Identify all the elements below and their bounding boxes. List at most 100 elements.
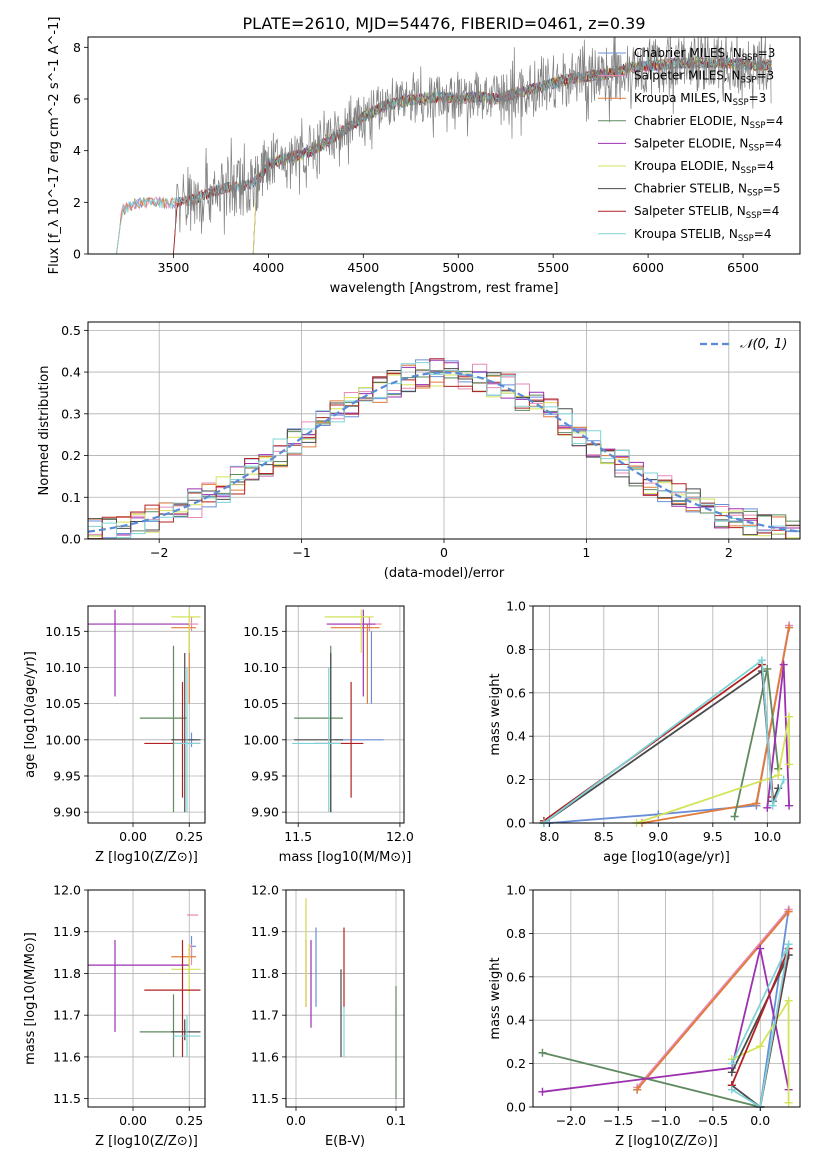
x-tick-label: 10.0	[753, 829, 781, 844]
plot-content: Chabrier MILES, NSSP=3 Salpeter MILES, NS…	[116, 37, 783, 254]
x-tick-label: 9.0	[648, 829, 668, 844]
x-tick-label: 0.00	[119, 1113, 147, 1128]
y-tick-label: 10.10	[45, 660, 81, 675]
x-tick-label: 9.5	[703, 829, 723, 844]
x-tick-label: −1.5	[603, 1113, 633, 1128]
y-tick-label: 4	[73, 143, 81, 158]
x-tick-label: −2	[150, 545, 168, 560]
y-tick-label: 11.7	[53, 1008, 81, 1023]
y-axis-label: mass [log10(M/M⊙)]	[23, 932, 38, 1065]
y-tick-label: 0.6	[506, 685, 526, 700]
x-tick-label: 0.00	[119, 829, 147, 844]
legend-label: Salpeter STELIB, NSSP=4	[634, 204, 779, 221]
weight-metallicity-panel: −2.0 −1.5 −1.0 −0.5 0.0 0.0 0.2 0.4 0.6 0.8 1.0 Z […	[488, 883, 801, 1149]
weight-marker	[779, 660, 788, 669]
y-axis-label: mass weight	[488, 957, 503, 1039]
weight-marker	[763, 803, 772, 812]
y-tick-label: 11.8	[53, 966, 81, 981]
weight-marker	[752, 799, 761, 808]
axes-frame	[285, 605, 405, 824]
x-tick-label: −0.5	[698, 1113, 728, 1128]
legend-tail: =4	[754, 227, 772, 241]
weight-marker	[784, 940, 793, 949]
y-tick-label: 6	[73, 92, 81, 107]
y-tick-label: 11.9	[53, 924, 81, 939]
y-axis-label: Flux [f_λ 10^-17 erg cm^-2 s^-1 A^-1]	[47, 17, 62, 275]
spectrum-lines	[116, 37, 772, 254]
y-axis-label: mass weight	[488, 673, 503, 755]
x-tick-label: 5500	[537, 260, 569, 275]
y-tick-label: 0.0	[61, 532, 81, 547]
x-tick-label: 5000	[442, 260, 474, 275]
legend-tail: =5	[763, 182, 781, 196]
x-tick-label: 2	[725, 545, 733, 560]
weight-marker	[756, 944, 765, 953]
legend-tail: =3	[756, 69, 774, 83]
y-tick-label: 8	[73, 40, 81, 55]
plot-content	[539, 621, 794, 827]
legend-sub: SSP	[747, 189, 763, 199]
y-tick-label: 11.8	[251, 966, 279, 981]
legend-label: 𝒩(0, 1)	[740, 337, 787, 352]
legend-tail: =4	[766, 114, 784, 128]
y-axis-label: Normed distribution	[37, 366, 52, 496]
y-tick-label: 0.4	[506, 729, 526, 744]
axes-frame	[532, 605, 801, 824]
x-tick-label: 0.25	[175, 829, 203, 844]
axes-frame	[87, 36, 801, 255]
y-tick-label: 10.00	[243, 732, 279, 747]
weight-line	[636, 716, 790, 824]
y-tick-label: 1.0	[506, 883, 526, 898]
axes-frame	[87, 605, 206, 824]
axes-frame	[285, 889, 405, 1108]
x-tick-label: 4500	[347, 260, 379, 275]
legend-tail: =4	[762, 204, 780, 218]
x-tick-label: 0.1	[386, 1113, 406, 1128]
y-tick-label: 12.0	[53, 883, 81, 898]
y-tick-label: 0.0	[506, 816, 526, 831]
y-tick-label: 2	[73, 195, 81, 210]
x-axis-label: Z [log10(Z/Z⊙)]	[95, 1134, 198, 1149]
weight-line	[543, 669, 780, 824]
y-tick-label: 9.90	[251, 805, 279, 820]
mass-metallicity-panel: 0.00 0.25 11.5 11.6 11.7 11.8 11.9 12.0 Z [log10…	[23, 883, 206, 1149]
x-tick-label: 0.0	[750, 1113, 770, 1128]
plot-content	[292, 609, 384, 813]
y-tick-label: 10.15	[45, 624, 81, 639]
y-tick-label: 10.00	[45, 732, 81, 747]
legend-label: Chabrier ELODIE, NSSP=4	[634, 114, 783, 131]
y-tick-label: 10.05	[45, 696, 81, 711]
y-tick-label: 10.05	[243, 696, 279, 711]
y-tick-label: 0.4	[61, 365, 81, 380]
residual-histogram	[87, 358, 800, 540]
y-tick-label: 0.6	[506, 969, 526, 984]
weight-marker	[538, 1087, 547, 1096]
y-tick-label: 0.0	[506, 1100, 526, 1115]
figure-title: PLATE=2610, MJD=54476, FIBERID=0461, z=0…	[242, 14, 645, 33]
axes-frame	[532, 889, 801, 1108]
weight-line	[543, 658, 785, 824]
legend-tail: =4	[764, 136, 782, 150]
plot-content	[305, 898, 397, 1099]
legend-label: Salpeter ELODIE, NSSP=4	[634, 136, 782, 153]
y-tick-label: 11.7	[251, 1008, 279, 1023]
x-tick-label: 12.0	[386, 829, 414, 844]
x-tick-label: 8.0	[539, 829, 559, 844]
legend-sub: SSP	[738, 234, 754, 244]
y-tick-label: 9.95	[251, 768, 279, 783]
x-axis-label: Z [log10(Z/Z⊙)]	[615, 1134, 718, 1149]
normal-reference-curve	[87, 371, 801, 533]
legend-label: Chabrier MILES, NSSP=3	[634, 46, 775, 63]
x-tick-label: 0	[440, 545, 448, 560]
x-tick-label: −1	[292, 545, 310, 560]
y-tick-label: 0	[73, 247, 81, 262]
legend-sub: SSP	[748, 143, 764, 153]
x-tick-label: 6000	[632, 260, 664, 275]
x-tick-label: 11.5	[284, 829, 312, 844]
residuals-panel: 𝒩(0, 1) −2 −1 0 1 2 0.0 0.1 0.2 0.3 0.4 0.5 (data-mo…	[37, 321, 801, 581]
legend-sub: SSP	[750, 121, 766, 131]
y-tick-label: 11.9	[251, 924, 279, 939]
axes-frame	[87, 889, 206, 1108]
y-tick-label: 0.8	[506, 926, 526, 941]
